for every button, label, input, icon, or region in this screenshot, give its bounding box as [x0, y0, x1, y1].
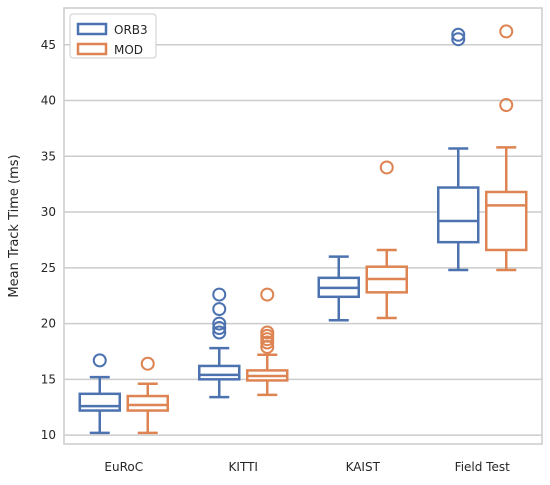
y-tick-label: 35 [41, 149, 56, 163]
y-tick-label: 40 [41, 94, 56, 108]
outlier-point [212, 302, 227, 317]
iqr-box [198, 364, 241, 381]
boxes [78, 24, 528, 435]
y-tick-label: 25 [41, 261, 56, 275]
y-tick-label: 20 [41, 317, 56, 331]
legend-swatch [76, 42, 108, 56]
grid-lines [64, 44, 542, 436]
y-axis-title: Mean Track Time (ms) [7, 154, 22, 297]
outlier-point [260, 325, 275, 340]
iqr-box [437, 186, 480, 244]
legend-swatch [76, 22, 108, 36]
y-tick-label: 45 [41, 38, 56, 52]
box-mod [126, 356, 169, 435]
legend-label: MOD [114, 43, 143, 57]
iqr-box [78, 392, 121, 412]
iqr-box [126, 394, 169, 412]
x-tick-label: EuRoC [104, 460, 143, 474]
box-orb3 [198, 287, 241, 399]
y-tick-label: 10 [41, 428, 56, 442]
x-tick-label: KITTI [229, 460, 258, 474]
box-mod [485, 24, 528, 272]
outlier-point [212, 287, 227, 302]
outlier-point [379, 160, 394, 175]
y-tick-label: 30 [41, 205, 56, 219]
x-tick-label: Field Test [455, 460, 510, 474]
outlier-point [451, 32, 466, 47]
outlier-point [212, 321, 227, 336]
box-orb3 [317, 255, 360, 322]
outlier-point [499, 24, 514, 39]
box-orb3 [437, 27, 480, 272]
outlier-point [499, 98, 514, 113]
outlier-point [212, 316, 227, 331]
iqr-box [485, 190, 528, 252]
outlier-point [140, 356, 155, 371]
y-tick-label: 15 [41, 372, 56, 386]
legend-label: ORB3 [114, 23, 148, 37]
outlier-point [212, 325, 227, 340]
outlier-point [260, 287, 275, 302]
plot-frame [63, 7, 543, 445]
box-orb3 [78, 353, 121, 435]
tick-labels: 10 15 20 25 30 35 40 45 EuRoC KITTI KAIST Field Tes… [41, 38, 510, 474]
legend: ORB3 MOD [69, 13, 157, 59]
outlier-point [451, 27, 466, 42]
outlier-point [92, 353, 107, 368]
box-mod [365, 160, 408, 320]
box-mod [246, 287, 289, 397]
x-tick-label: KAIST [346, 460, 381, 474]
